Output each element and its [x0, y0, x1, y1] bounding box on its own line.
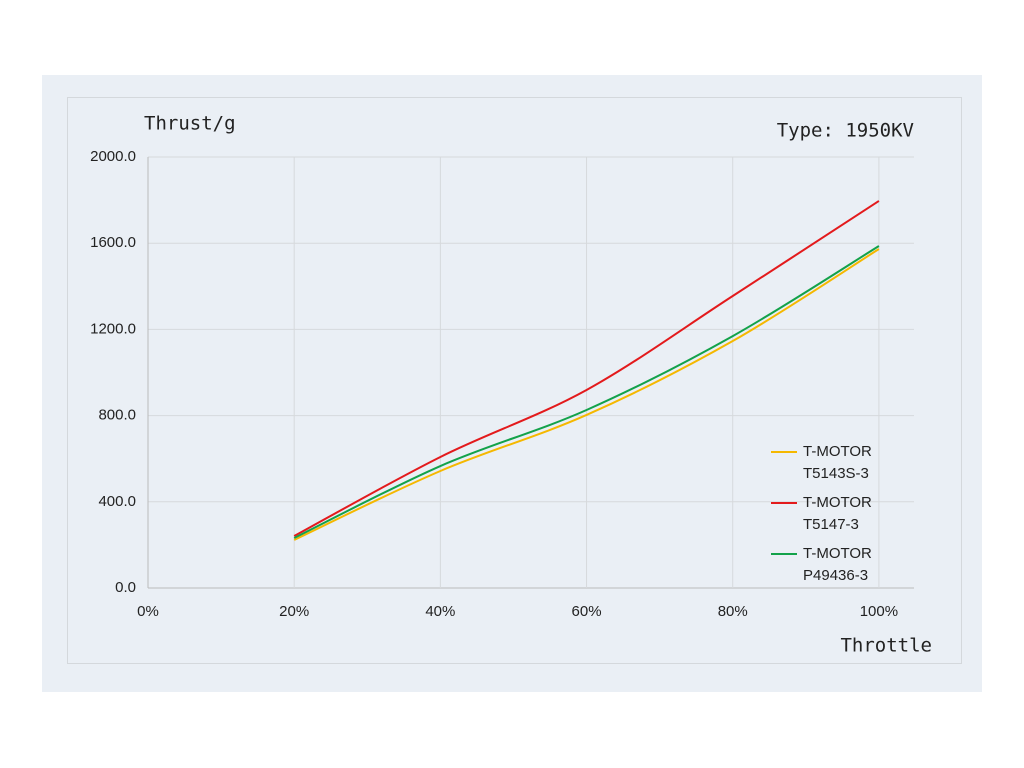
legend-label: T-MOTOR P49436-3 — [803, 545, 872, 584]
frame — [67, 97, 962, 664]
series-line — [293, 200, 880, 537]
y-tick-label: 1200.0 — [90, 320, 136, 337]
x-tick-label: 100% — [860, 603, 898, 620]
y-tick-label: 800.0 — [98, 407, 136, 424]
y-axis-label: Thrust/g — [144, 113, 236, 135]
x-tick-label: 80% — [718, 603, 748, 620]
x-axis-label: Throttle — [840, 635, 932, 657]
chart-title: Type: 1950KV — [777, 120, 914, 142]
y-tick-label: 400.0 — [98, 493, 136, 510]
series-line — [293, 248, 880, 541]
x-tick-label: 20% — [279, 603, 309, 620]
y-tick-label: 1600.0 — [90, 234, 136, 251]
y-tick-label: 2000.0 — [90, 148, 136, 165]
x-tick-label: 60% — [572, 603, 602, 620]
legend-label: T-MOTOR T5147-3 — [803, 494, 872, 533]
x-tick-label: 0% — [137, 603, 159, 620]
legend-label: T-MOTOR T5143S-3 — [803, 443, 872, 482]
series-line — [293, 245, 880, 539]
y-tick-label: 0.0 — [115, 579, 136, 596]
x-tick-label: 40% — [425, 603, 455, 620]
panel — [42, 75, 982, 692]
